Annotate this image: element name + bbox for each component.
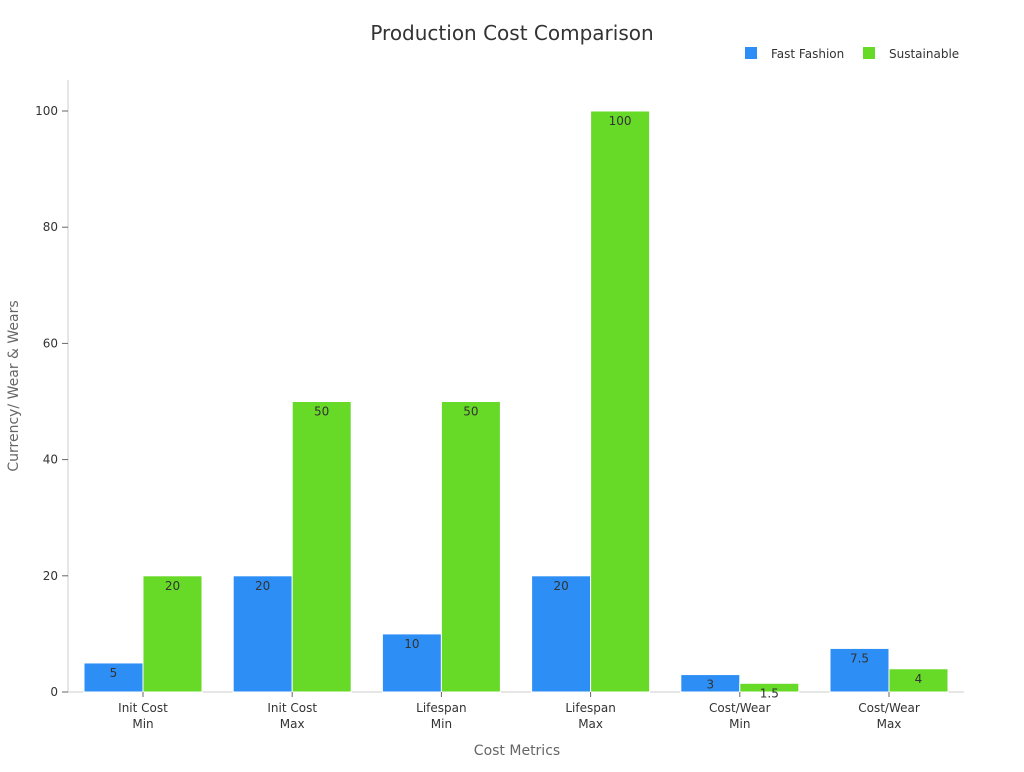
data-label-fast-fashion: 3 (706, 678, 714, 692)
x-tick-label-line1: Cost/Wear (858, 701, 920, 715)
bars (83, 110, 949, 693)
data-label-fast-fashion: 5 (110, 666, 118, 680)
y-tick-label: 0 (50, 685, 58, 699)
x-tick-label-line1: Init Cost (118, 701, 168, 715)
x-tick-label-line2: Min (132, 717, 153, 731)
y-ticks: 0 20 40 60 80 100 (35, 104, 68, 699)
data-label-sustainable: 20 (165, 579, 180, 593)
chart-title: Production Cost Comparison (370, 21, 653, 45)
y-tick-label: 100 (35, 104, 58, 118)
data-label-sustainable: 50 (463, 405, 478, 419)
bar-sustainable (291, 401, 352, 693)
bar-fast-fashion (531, 575, 592, 693)
bar-fast-fashion (232, 575, 293, 693)
x-tick-label-line1: Lifespan (565, 701, 615, 715)
legend-label-fast-fashion: Fast Fashion (771, 47, 844, 61)
data-label-fast-fashion: 20 (553, 579, 568, 593)
bar-sustainable (440, 401, 501, 693)
bar-sustainable (739, 682, 800, 693)
x-tick-label-line2: Max (877, 717, 902, 731)
x-tick-label-line1: Cost/Wear (709, 701, 771, 715)
x-tick-label-line2: Min (729, 717, 750, 731)
x-tick-label-line1: Lifespan (416, 701, 466, 715)
data-label-fast-fashion: 10 (404, 637, 419, 651)
y-tick-label: 80 (43, 220, 58, 234)
y-axis-label: Currency/ Wear & Wears (6, 300, 22, 471)
y-tick-label: 40 (43, 453, 58, 467)
bar-sustainable (590, 110, 651, 693)
data-label-fast-fashion: 7.5 (850, 651, 869, 665)
y-tick-label: 20 (43, 569, 58, 583)
data-label-sustainable: 1.5 (760, 686, 779, 700)
x-axis-label: Cost Metrics (474, 743, 560, 759)
x-tick-label-line2: Min (431, 717, 452, 731)
data-label-sustainable: 4 (915, 672, 923, 686)
x-tick-label-line2: Max (578, 717, 603, 731)
legend-swatch-fast-fashion (745, 47, 757, 59)
data-label-sustainable: 100 (609, 114, 632, 128)
data-labels: 5 20 20 50 10 50 20 100 3 1.5 7.5 4 (110, 114, 923, 700)
x-tick-label-line1: Init Cost (267, 701, 317, 715)
bar-fast-fashion (381, 633, 442, 693)
bar-sustainable (142, 575, 203, 693)
data-label-fast-fashion: 20 (255, 579, 270, 593)
legend-label-sustainable: Sustainable (889, 47, 959, 61)
x-ticks: Init Cost Min Init Cost Max Lifespan Min Lifes… (118, 692, 920, 731)
legend-swatch-sustainable (863, 47, 875, 59)
bar-fast-fashion (83, 662, 144, 693)
y-tick-label: 60 (43, 336, 58, 350)
legend: Fast Fashion Sustainable (745, 47, 959, 61)
data-label-sustainable: 50 (314, 405, 329, 419)
bar-sustainable (888, 668, 949, 693)
x-tick-label-line2: Max (280, 717, 305, 731)
